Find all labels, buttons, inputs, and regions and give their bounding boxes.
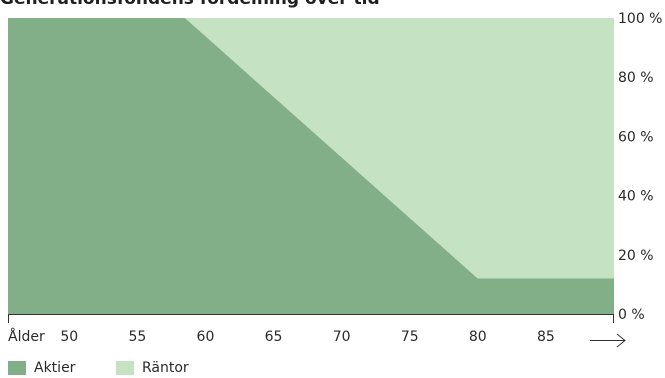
y-tick-label: 0 % [618,307,645,323]
x-tick-label: 60 [197,329,215,345]
x-tick-label: 75 [401,329,419,345]
area-r-ntor [8,18,614,279]
x-tick-label: 85 [537,329,555,345]
legend-item-aktier: Aktier [8,360,75,376]
x-tick-label: 70 [333,329,351,345]
legend-label-aktier: Aktier [34,360,76,376]
x-tick-label: 55 [128,329,146,345]
legend-label-rantor: Räntor [142,360,189,376]
x-axis-label: Ålder [8,328,45,345]
legend-swatch-rantor [116,361,134,375]
x-tick-label: 50 [60,329,78,345]
y-tick-label: 80 % [618,70,654,86]
x-tick-label: 80 [469,329,487,345]
area-aktier [8,18,614,314]
y-tick-label: 20 % [618,248,654,264]
y-tick-label: 100 % [618,11,662,27]
y-tick-label: 40 % [618,189,654,205]
legend-swatch-aktier [8,361,26,375]
y-tick-label: 60 % [618,129,654,145]
x-tick-label: 65 [265,329,283,345]
x-axis-arrowhead [616,333,626,348]
legend-item-rantor: Räntor [116,360,189,376]
chart-title: Generationsfondens fördelning över tid [0,0,380,9]
